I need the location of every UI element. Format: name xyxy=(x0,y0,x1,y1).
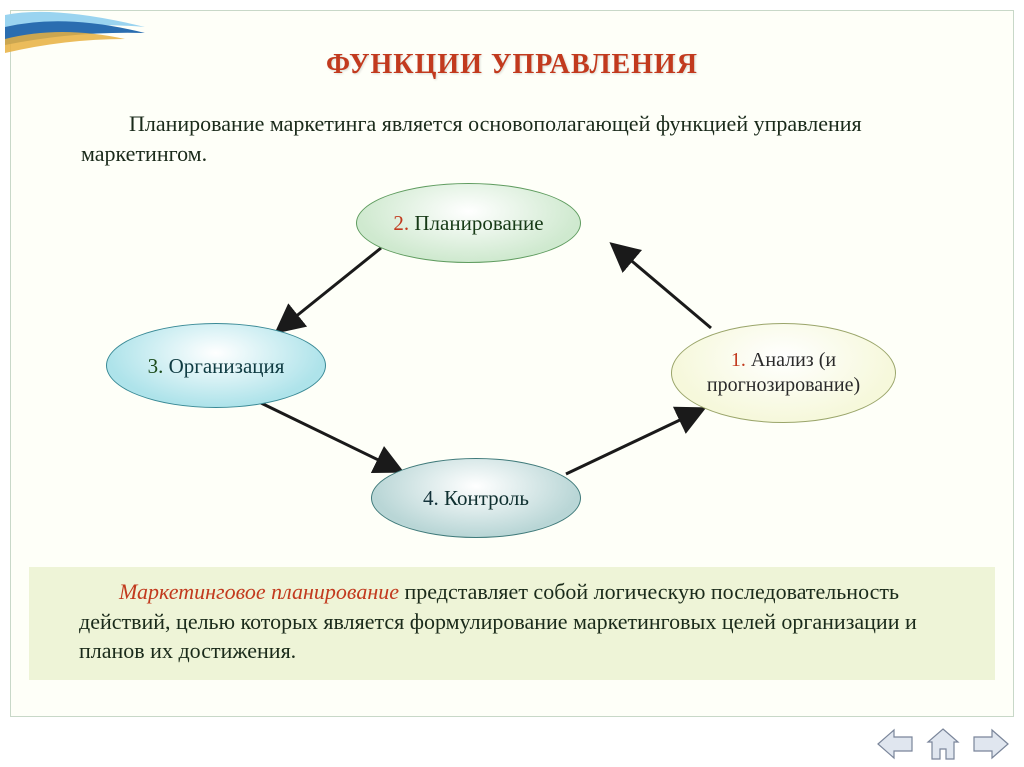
slide-title: ФУНКЦИИ УПРАВЛЕНИЯ xyxy=(11,11,1013,81)
intro-text: Планирование маркетинга является основоп… xyxy=(81,111,862,166)
node-analysis: 1. Анализ (и прогнозирование) xyxy=(671,323,896,423)
edge-arrow xyxy=(261,403,399,470)
nav-forward-icon[interactable] xyxy=(972,727,1010,761)
edge-arrow xyxy=(566,410,701,474)
intro-paragraph: Планирование маркетинга является основоп… xyxy=(11,81,1013,178)
node-number: 2. xyxy=(393,211,409,235)
nav-back-icon[interactable] xyxy=(876,727,914,761)
node-label: Планирование xyxy=(409,211,543,235)
node-label: Анализ (и прогнозирование) xyxy=(707,349,860,396)
node-label: Организация xyxy=(163,354,284,378)
node-control: 4. Контроль xyxy=(371,458,581,538)
nav-home-icon[interactable] xyxy=(924,727,962,761)
footer-definition: Маркетинговое планирование представляет … xyxy=(29,567,995,680)
slide-nav xyxy=(876,727,1010,761)
node-number: 3. xyxy=(148,354,164,378)
node-number: 4. xyxy=(423,486,439,510)
edge-arrow xyxy=(279,248,381,330)
slide-frame: ФУНКЦИИ УПРАВЛЕНИЯ Планирование маркетин… xyxy=(10,10,1014,717)
node-organization: 3. Организация xyxy=(106,323,326,408)
footer-lead: Маркетинговое планирование xyxy=(119,579,399,604)
node-planning: 2. Планирование xyxy=(356,183,581,263)
edge-arrow xyxy=(614,246,711,328)
cycle-diagram: 1. Анализ (и прогнозирование) 2. Планиров… xyxy=(11,178,1013,538)
node-label: Контроль xyxy=(439,486,529,510)
node-number: 1. xyxy=(731,349,746,371)
